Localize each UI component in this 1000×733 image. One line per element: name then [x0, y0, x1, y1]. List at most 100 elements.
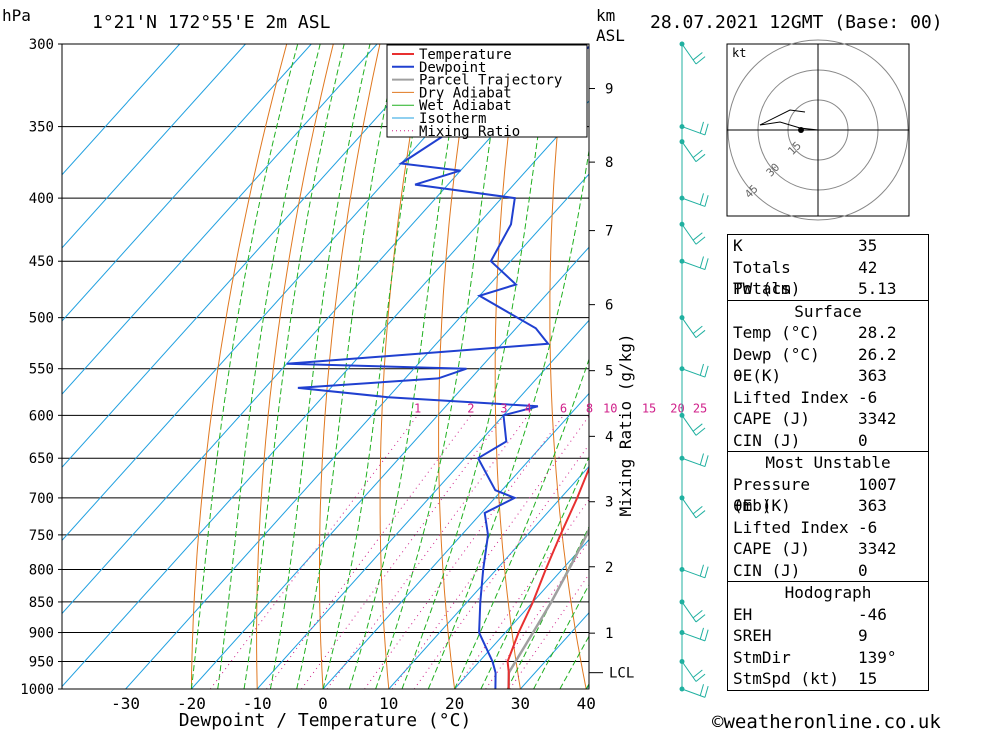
surface-section-title: Surface	[728, 299, 928, 323]
wind-barb-flag	[692, 232, 703, 241]
pressure-tick-400: 400	[29, 191, 54, 207]
dry-adiabat-line	[494, 44, 521, 689]
wet-adiabat-line	[243, 44, 345, 689]
index-value: 3342	[858, 409, 897, 428]
wet-adiabat-line	[322, 44, 430, 689]
dry-adiabat-line	[379, 44, 428, 689]
index-label: PW (cm)	[733, 279, 801, 298]
dewpoint-line	[286, 45, 589, 689]
index-label: Temp (°C)	[733, 323, 820, 342]
index-value: 15	[858, 669, 878, 688]
wind-barb-flag	[704, 566, 709, 578]
wind-barb-flag	[699, 564, 704, 577]
wind-barb-flag	[692, 669, 703, 678]
copyright: ©weatheronline.co.uk	[712, 711, 941, 733]
pressure-tick-700: 700	[29, 491, 54, 507]
pressure-tick-500: 500	[29, 311, 54, 327]
most-unstable-row: CAPE (J) 3342	[728, 538, 928, 560]
index-value: 0	[858, 430, 868, 450]
lcl-label: LCL	[609, 666, 634, 682]
legend-label: Isotherm	[419, 111, 486, 127]
km-tick-1: 1	[605, 626, 613, 642]
wet-adiabat-line	[375, 44, 506, 689]
legend-label: Wet Adiabat	[419, 98, 512, 114]
index-label: StmSpd (kt)	[733, 669, 839, 688]
most-unstable-section-title: Most Unstable	[728, 451, 928, 474]
mixing-ratio-label: 3	[500, 401, 507, 415]
wind-barb-staff	[681, 661, 697, 682]
wind-barb	[681, 497, 706, 519]
wind-barb	[681, 121, 709, 136]
index-value: -46	[858, 604, 887, 624]
index-label: K	[733, 236, 743, 255]
surface-row: Dewp (°C) 26.2	[728, 344, 928, 366]
wet-adiabat-line	[533, 583, 589, 689]
hodograph-section-title: Hodograph	[728, 581, 928, 604]
index-value: 42	[858, 257, 878, 277]
mixing-ratio-label: 1	[414, 401, 421, 415]
index-value: 0	[858, 560, 868, 580]
index-label: Lifted Index	[733, 517, 849, 537]
wind-barb	[681, 661, 706, 682]
wind-barb-flag	[692, 52, 703, 61]
location-label: 1°21'N 172°55'E 2m ASL	[92, 12, 331, 33]
pressure-tick-450: 450	[29, 254, 54, 270]
isotherm-line	[62, 44, 246, 249]
temp-tick--20: -20	[177, 694, 206, 713]
index-label: StmDir	[733, 647, 791, 667]
index-value: 28.2	[858, 323, 897, 342]
wind-barb-flag	[704, 123, 709, 136]
pressure-unit-label: hPa	[2, 6, 31, 25]
hodograph-unit: kt	[732, 46, 746, 60]
wet-adiabat-line	[269, 44, 371, 689]
wet-adiabat-line	[506, 525, 589, 689]
km-tick-6: 6	[605, 298, 613, 314]
temp-tick-40: 40	[577, 694, 596, 713]
index-value: 1007	[858, 474, 897, 494]
wind-barb-flag	[699, 627, 704, 640]
index-row: Totals Totals 42	[728, 257, 928, 299]
temp-tick--10: -10	[243, 694, 272, 713]
wind-barb-flag	[692, 505, 703, 515]
wind-barb-staff	[681, 415, 697, 436]
km-tick-8: 8	[605, 155, 613, 171]
wind-barb	[681, 564, 709, 579]
index-label: θE(K)	[733, 366, 782, 385]
most-unstable-row: θE (K) 363	[728, 495, 928, 517]
mixing-ratio-line	[266, 414, 472, 689]
wind-barb-staff	[681, 601, 697, 623]
mixing-ratio-line	[391, 415, 589, 689]
most-unstable-row: Pressure (mb) 1007	[728, 474, 928, 516]
wind-barb-flag	[704, 365, 709, 378]
hodograph-row: SREH 9	[728, 625, 928, 647]
index-label: Totals Totals	[733, 257, 791, 299]
wet-adiabat-line	[217, 44, 321, 689]
indices-table: K 35 Totals Totals 42 PW (cm) 5.13 Surface Temp…	[727, 234, 929, 691]
wind-barb-flag	[692, 610, 703, 619]
dry-adiabat-line	[654, 26, 718, 689]
wind-barb-flag	[704, 629, 709, 642]
isotherm-line	[62, 44, 378, 395]
wind-barb	[681, 256, 709, 271]
parcel-trajectory-line	[507, 526, 589, 689]
wind-barb-flag	[704, 685, 709, 698]
index-value: 139°	[858, 647, 897, 667]
isotherm-line	[454, 538, 589, 689]
wind-barb-staff	[681, 223, 697, 245]
surface-row: CIN (J) 0	[728, 430, 928, 452]
wind-barb-staff	[681, 43, 697, 65]
index-label: Pressure (mb)	[733, 474, 811, 516]
index-value: 26.2	[858, 344, 897, 364]
wind-barb-flag	[695, 614, 706, 623]
temp-tick-30: 30	[511, 694, 530, 713]
legend-label: Temperature	[419, 47, 512, 63]
wind-barb	[681, 627, 709, 642]
isotherm-line	[388, 465, 589, 689]
wind-barb-staff	[681, 317, 697, 338]
isotherm-line	[256, 319, 589, 689]
surface-row: CAPE (J) 3342	[728, 408, 928, 430]
temp-tick-20: 20	[445, 694, 464, 713]
